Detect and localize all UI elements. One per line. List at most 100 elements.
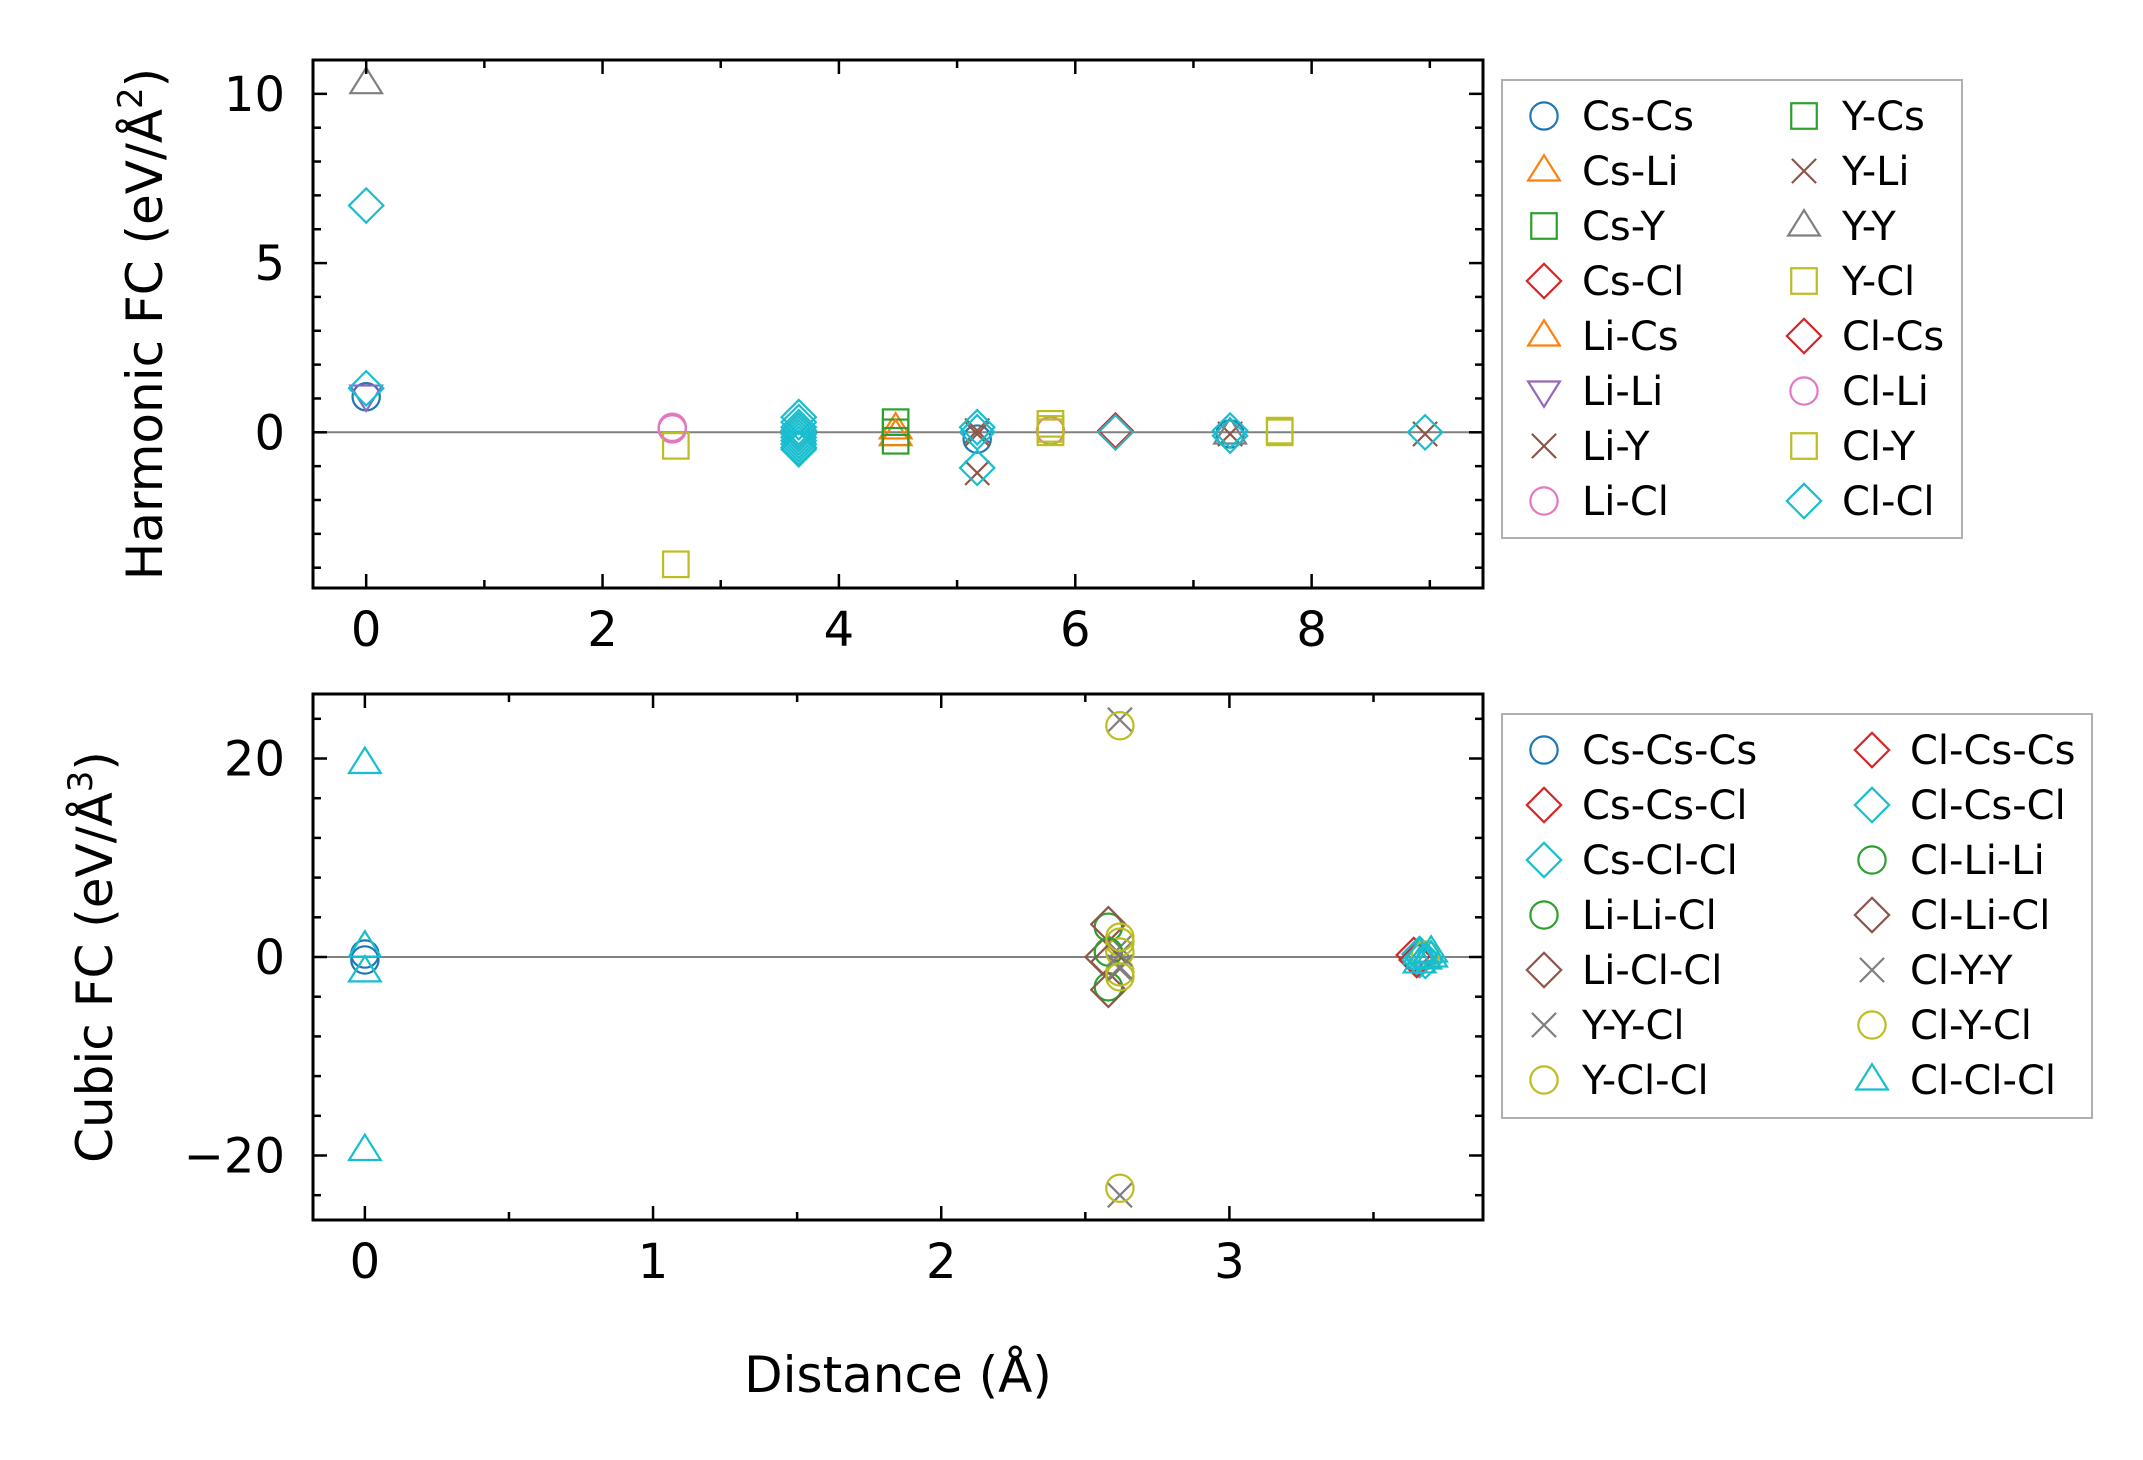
legend-marker (1529, 735, 1559, 765)
legend-label: Li-Cl (1582, 479, 1669, 525)
legend-marker (1853, 896, 1891, 934)
data-point (881, 408, 910, 437)
data-point (1398, 941, 1436, 979)
legend-entry: Li-Li (1526, 369, 1663, 415)
data-point (780, 422, 818, 460)
harmonic-axes-frame (311, 58, 1485, 590)
data-point (1105, 922, 1135, 952)
data-point (780, 430, 818, 468)
legend-entry: Cs-Cs-Cl (1525, 783, 1747, 829)
legend-entry: Y-Y-Cl (1531, 1003, 1685, 1049)
legend-entry: Li-Cl (1529, 479, 1669, 525)
legend-label: Cs-Cs (1582, 94, 1694, 140)
legend-entry: Cs-Cl-Cl (1525, 838, 1738, 884)
legend-marker (1859, 957, 1885, 983)
data-point (1406, 413, 1444, 452)
legend-marker (1857, 845, 1887, 875)
legend-label: Y-Y (1841, 204, 1896, 250)
series-Cl-Y-Y (1107, 941, 1133, 980)
legend-label: Cs-Cs-Cl (1582, 783, 1747, 829)
legend-box (1501, 713, 2093, 1119)
legend-marker (1790, 102, 1818, 130)
legend-label: Cl-Cs (1842, 314, 1944, 360)
legend-label: Li-Li-Cl (1582, 893, 1717, 939)
data-point (1413, 934, 1449, 963)
harmonic-ticks: 0 2 4 6 8 0 5 10 (224, 58, 1483, 658)
legend-label: Y-Li (1841, 149, 1910, 195)
legend-label: Cl-Y-Cl (1910, 1003, 2032, 1049)
y-tick-label: 0 (254, 930, 285, 986)
data-point (958, 408, 996, 446)
legend-label: Cl-Y-Y (1910, 948, 2013, 994)
legend-entry: Cl-Cs-Cs (1853, 728, 2075, 774)
data-point (1401, 945, 1438, 974)
data-point (347, 1132, 383, 1162)
cubic-y-axis-title: Cubic FC (eV/Å3) (61, 751, 124, 1163)
data-point (1107, 1182, 1133, 1209)
legend-label: Cl-Li (1842, 369, 1929, 415)
legend-label: Cs-Cl (1582, 259, 1684, 305)
legend-marker (1791, 158, 1817, 184)
data-point (347, 745, 383, 775)
y-tick-label: −20 (184, 1128, 285, 1184)
legend-label: Y-Y-Cl (1581, 1003, 1685, 1049)
data-point (780, 408, 818, 446)
data-point (1105, 962, 1135, 992)
legend-marker (1530, 212, 1558, 240)
legend-entry: Cl-Y (1790, 424, 1916, 470)
data-point (780, 425, 818, 463)
series-Cl-Cs-Cs (1398, 941, 1436, 979)
legend-marker (1525, 841, 1563, 879)
data-point (780, 428, 818, 467)
legend-entry: Cl-Li (1789, 369, 1929, 415)
legend-entry: Cl-Cl-Cl (1854, 1058, 2056, 1104)
legend-marker (1785, 482, 1823, 520)
legend-entry: Li-Cl-Cl (1525, 948, 1722, 994)
legend-marker (1857, 1010, 1887, 1040)
data-point (1107, 706, 1133, 733)
legend-label: Li-Y (1582, 424, 1650, 470)
legend-entry: Cs-Cs-Cs (1529, 728, 1757, 774)
data-point (661, 431, 690, 460)
legend-entry: Y-Y (1786, 204, 1896, 250)
legend-marker (1854, 1062, 1890, 1091)
legend-label: Cs-Li (1582, 149, 1679, 195)
harmonic-markers (347, 65, 1444, 579)
cubic-panel: 0 1 2 3 −20 0 20 Cubic FC (eV/Å3) Distance (Å)… (61, 692, 2093, 1404)
legend-marker (1786, 208, 1822, 237)
cubic-ticks: 0 1 2 3 −20 0 20 (184, 694, 1483, 1290)
data-point (780, 415, 818, 453)
legend-marker (1853, 786, 1891, 824)
legend-label: Cl-Cs-Cl (1910, 783, 2066, 829)
legend-entry: Cl-Li-Li (1857, 838, 2045, 884)
legend-label: Cl-Li-Cl (1910, 893, 2050, 939)
series-Cl-Y (1036, 415, 1294, 447)
x-tick-label: 0 (351, 602, 382, 658)
data-point (1036, 415, 1065, 443)
data-point (1105, 1173, 1135, 1203)
legend-label: Cs-Cl-Cl (1582, 838, 1738, 884)
data-point (1105, 711, 1135, 741)
data-point (1211, 411, 1249, 450)
x-tick-label: 4 (824, 602, 855, 658)
data-point (958, 449, 996, 487)
data-point (1107, 941, 1133, 967)
legend-entry: Cs-Cs (1529, 94, 1694, 140)
legend-entry: Li-Cs (1526, 314, 1679, 360)
legend-entry: Cl-Cs (1785, 314, 1944, 360)
legend-entry: Cs-Li (1526, 149, 1679, 195)
legend-marker (1529, 1065, 1559, 1095)
data-point (1407, 941, 1444, 970)
y-tick-label: 0 (254, 405, 285, 461)
legend-label: Li-Cs (1582, 314, 1679, 360)
series-Li-Cs (877, 417, 914, 447)
legend-marker (1529, 486, 1559, 516)
legend-marker (1526, 153, 1562, 182)
y-tick-label: 10 (224, 67, 285, 123)
series-Y-Y (348, 65, 1248, 445)
data-point (1107, 954, 1133, 980)
data-point (1089, 971, 1128, 1009)
x-tick-label: 2 (587, 602, 618, 658)
harmonic-legend: Cs-Cs Cs-Li Cs-Y Cs-Cl Li-Cs Li-Li Li-Y Li-Cl Y-… (1501, 79, 1963, 539)
